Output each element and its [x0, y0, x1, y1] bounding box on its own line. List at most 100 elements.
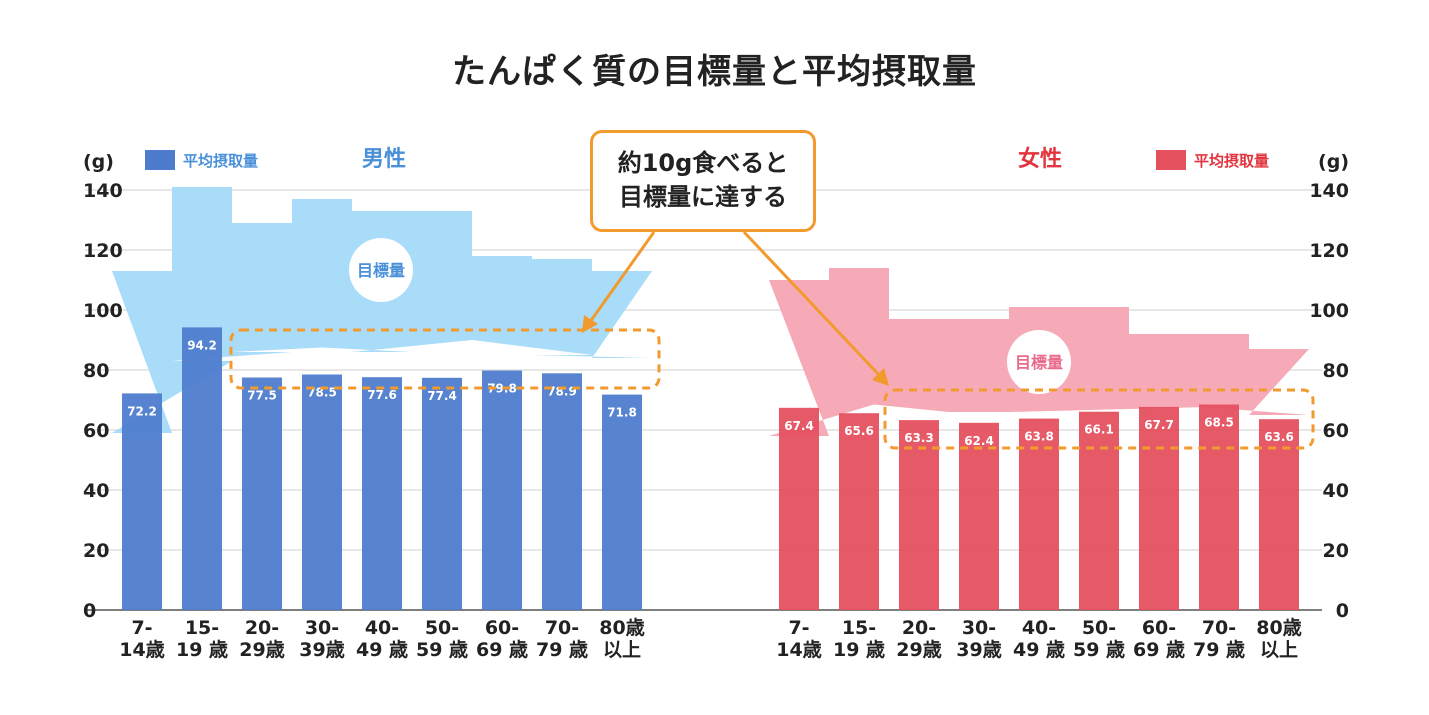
- arrow-line-female: [742, 230, 882, 378]
- female-category-label: 39歳: [956, 639, 1001, 661]
- male-bar: [362, 377, 402, 610]
- female-value-label: 67.7: [1144, 418, 1174, 432]
- callout-arrows: [582, 230, 889, 386]
- female-category-label: 15-: [842, 617, 876, 639]
- male-category-label: 69 歳: [476, 639, 528, 661]
- female-bar: [1259, 419, 1299, 610]
- male-category-label: 59 歳: [416, 639, 468, 661]
- male-value-label: 94.2: [187, 338, 217, 352]
- female-y-tick-label: 120: [1309, 240, 1349, 262]
- female-heading: 女性: [1018, 146, 1062, 172]
- male-category-label: 14歳: [119, 639, 164, 661]
- female-value-label: 67.4: [784, 419, 814, 433]
- female-category-label: 7-: [788, 617, 809, 639]
- female-target-circle: [1007, 330, 1071, 394]
- female-bar: [1079, 411, 1119, 610]
- arrow-head-female: [872, 368, 889, 386]
- female-y-tick-label: 60: [1323, 420, 1349, 442]
- female-y-tick-label: 40: [1323, 480, 1349, 502]
- male-y-tick-label: 40: [83, 480, 109, 502]
- callout-line-2: 目標量に達する: [619, 183, 787, 211]
- arrow-line-male: [588, 231, 656, 323]
- female-target-label: 目標量: [1015, 353, 1063, 372]
- male-category-label: 70-: [545, 617, 579, 639]
- female-category-label: 30-: [962, 617, 996, 639]
- female-category-label: 40-: [1022, 617, 1056, 639]
- female-category-label: 80歳: [1256, 617, 1301, 639]
- male-value-label: 79.8: [487, 382, 517, 396]
- male-value-label: 77.5: [247, 389, 277, 403]
- female-value-label: 63.8: [1024, 430, 1054, 444]
- male-target-label: 目標量: [357, 261, 405, 280]
- male-legend-label: 平均摂取量: [183, 152, 258, 170]
- female-y-tick-label: 20: [1323, 540, 1349, 562]
- male-category-label: 60-: [485, 617, 519, 639]
- panel-male: 72.2 7-14歳 94.2 15-19 歳 77.5 20-29歳 78.5 30-39歳…: [83, 147, 661, 661]
- male-y-tick-label: 0: [83, 600, 96, 622]
- female-bar: [959, 422, 999, 610]
- female-value-label: 68.5: [1204, 416, 1234, 430]
- female-bar: [1199, 404, 1239, 610]
- male-target-circle: [349, 238, 413, 302]
- male-category-label: 49 歳: [356, 639, 408, 661]
- female-y-tick-label: 0: [1336, 600, 1349, 622]
- female-y-tick-label: 140: [1309, 180, 1349, 202]
- female-highlight-box: [883, 388, 1315, 450]
- female-value-label: 65.6: [844, 424, 874, 438]
- female-category-label: 79 歳: [1193, 639, 1245, 661]
- female-category-label: 69 歳: [1133, 639, 1185, 661]
- female-category-label: 19 歳: [833, 639, 885, 661]
- male-bar: [542, 373, 582, 610]
- female-category-label: 29歳: [896, 639, 941, 661]
- female-category-label: 50-: [1082, 617, 1116, 639]
- female-category-label: 14歳: [776, 639, 821, 661]
- male-value-label: 77.6: [367, 388, 397, 402]
- female-value-label: 66.1: [1084, 423, 1114, 437]
- male-category-label: 39歳: [299, 639, 344, 661]
- female-value-label: 62.4: [964, 434, 994, 448]
- female-bar: [779, 407, 819, 610]
- female-legend-swatch: [1156, 150, 1186, 170]
- grid-lines: [85, 189, 1322, 611]
- male-axis-unit: (g): [83, 151, 114, 173]
- male-bar: [602, 394, 642, 610]
- male-y-tick-label: 60: [83, 420, 109, 442]
- female-value-label: 63.6: [1264, 430, 1294, 444]
- male-value-label: 78.9: [547, 384, 577, 398]
- female-category-label: 以上: [1260, 639, 1298, 661]
- male-category-label: 79 歳: [536, 639, 588, 661]
- female-axis-unit: (g): [1318, 151, 1349, 173]
- female-bar: [899, 420, 939, 610]
- female-category-label: 60-: [1142, 617, 1176, 639]
- male-value-label: 72.2: [127, 404, 157, 418]
- male-category-label: 30-: [305, 617, 339, 639]
- male-bar: [482, 370, 522, 610]
- male-bar: [302, 374, 342, 610]
- male-category-label: 40-: [365, 617, 399, 639]
- female-y-tick-label: 100: [1309, 300, 1349, 322]
- arrow-head-male: [582, 315, 598, 333]
- female-bar: [839, 413, 879, 610]
- male-category-label: 80歳: [599, 617, 644, 639]
- male-highlight-box: [229, 328, 661, 390]
- male-category-label: 15-: [185, 617, 219, 639]
- female-category-label: 59 歳: [1073, 639, 1125, 661]
- male-y-tick-label: 140: [83, 180, 123, 202]
- male-category-label: 7-: [131, 617, 152, 639]
- male-target-band: [112, 187, 652, 433]
- female-bar: [1139, 406, 1179, 610]
- male-y-tick-label: 20: [83, 540, 109, 562]
- male-heading: 男性: [362, 147, 406, 172]
- male-bar: [182, 327, 222, 610]
- male-value-label: 77.4: [427, 389, 457, 403]
- female-y-tick-label: 80: [1323, 360, 1349, 382]
- male-y-tick-label: 120: [83, 240, 123, 262]
- male-category-label: 50-: [425, 617, 459, 639]
- male-y-tick-label: 100: [83, 300, 123, 322]
- panel-female: 67.4 7-14歳 65.6 15-19 歳 63.3 20-29歳 62.4 30-39歳…: [769, 146, 1349, 661]
- female-category-label: 70-: [1202, 617, 1236, 639]
- male-category-label: 20-: [245, 617, 279, 639]
- male-bar: [242, 377, 282, 610]
